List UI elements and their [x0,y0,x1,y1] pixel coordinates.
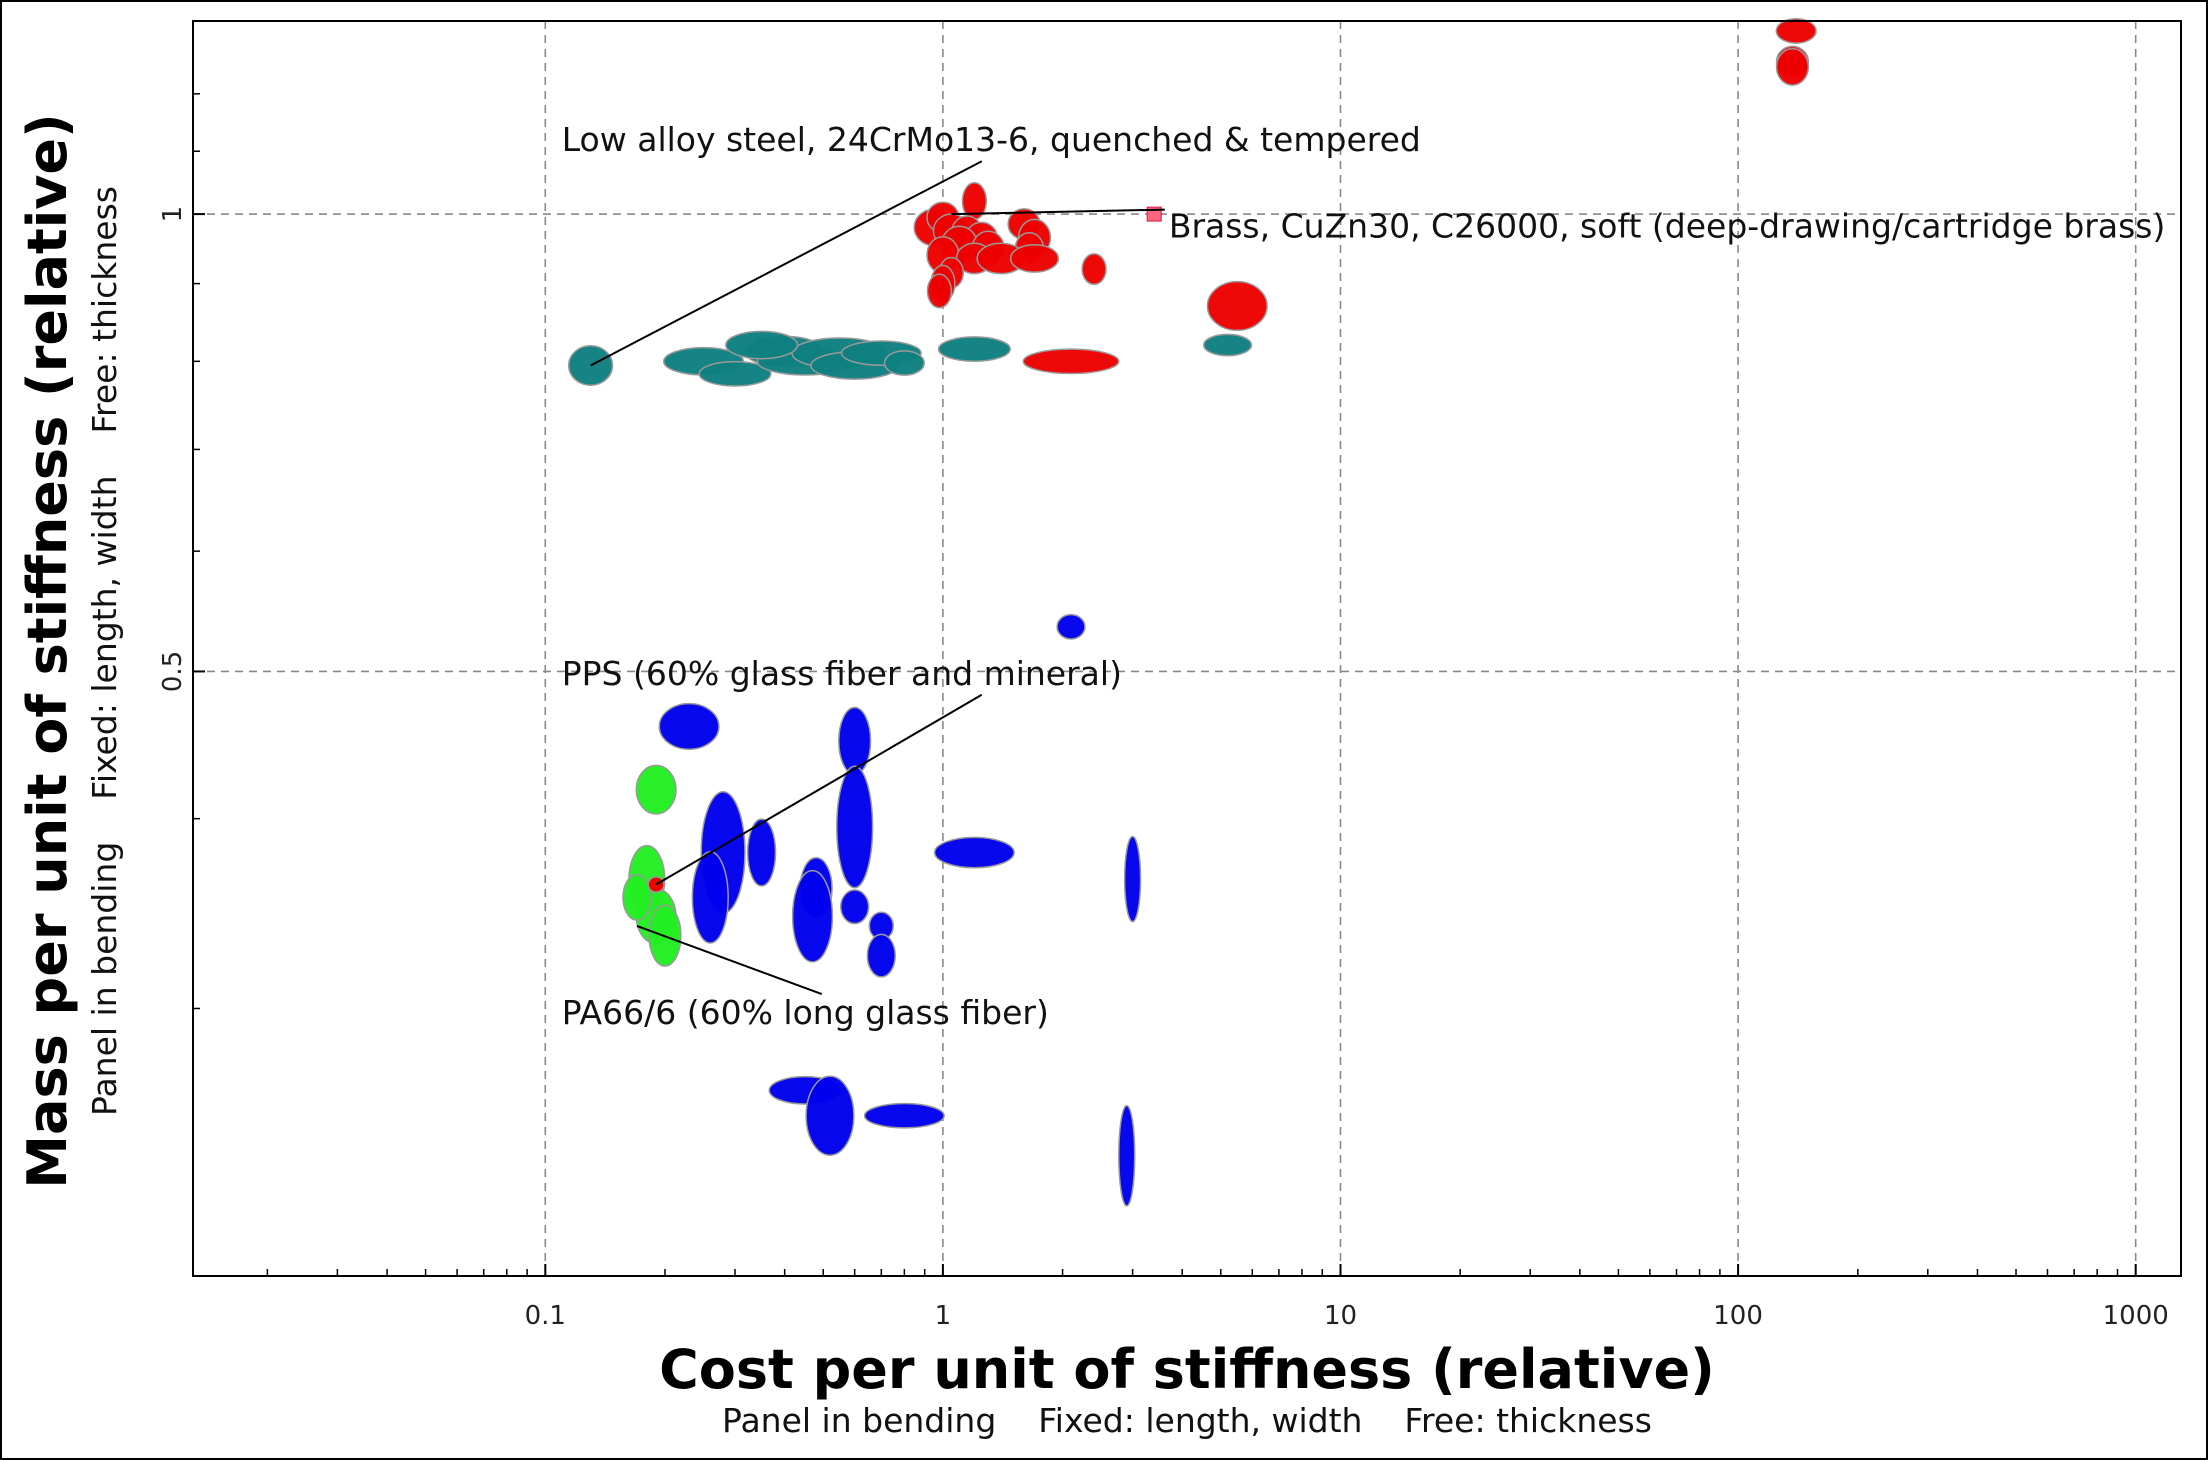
data-point-blue [746,818,777,887]
x-axis-title: Cost per unit of stiffness (relative) [659,1338,1715,1401]
x-tick-label: 1 [935,1301,952,1331]
data-point-teal [883,350,925,376]
data-point-teal [1202,333,1253,357]
annotation-label: Low alloy steel, 24CrMo13-6, quenched & … [562,120,1421,159]
y-tick-label: 1 [158,206,188,223]
y-axis-ticks: 0.51 [158,93,205,1010]
data-point-blue [1118,1104,1136,1207]
data-point-blue [1056,613,1086,640]
data-point-blue [933,836,1015,869]
plot-area-border [192,20,2182,1277]
x-tick-label: 100 [1713,1301,1763,1331]
x-axis-subtitle: Panel in bending Fixed: length, width Fr… [722,1401,1652,1440]
data-point-blue [866,933,896,978]
data-point-teal [725,330,799,360]
annotation-leader-line [951,208,1165,216]
data-point-red [1081,253,1107,286]
x-tick-label: 10 [1324,1301,1357,1331]
y-axis-title: Mass per unit of stiffness (relative) [16,113,79,1188]
data-point-red [1775,47,1810,86]
data-point-red [1009,244,1060,273]
data-point-blue [658,702,720,750]
annotations: Low alloy steel, 24CrMo13-6, quenched & … [562,120,2166,1032]
data-point-blue [838,706,872,776]
x-axis-ticks: 0.1 1 10 100 1000 [266,1264,2169,1331]
data-point-red [926,273,953,309]
data-point-teal [698,360,772,387]
data-point-red [1775,18,1817,44]
data-marks [567,18,1817,1207]
data-point-blue [836,765,874,889]
annotation-label: Brass, CuZn30, C26000, soft (deep-drawin… [1169,207,2166,246]
data-point-green [635,764,677,815]
annotation-label: PPS (60% glass fiber and mineral) [562,654,1122,693]
data-point-red [1022,348,1120,375]
data-point-blue [1123,835,1142,923]
data-point-blue [863,1102,945,1129]
grid-lines [193,21,2181,1276]
annotation-label: PA66/6 (60% long glass fiber) [562,993,1049,1032]
annotation-leader-line [636,924,823,995]
y-axis-subtitle: Panel in bending Fixed: length, width Fr… [85,186,124,1116]
x-tick-label: 0.1 [525,1301,566,1331]
data-point-blue [691,851,729,944]
x-tick-label: 1000 [2103,1301,2169,1331]
annotation-leader-line [655,693,983,886]
data-point-blue [805,1075,855,1156]
data-point-blue [791,869,834,963]
data-point-red [1206,280,1268,332]
annotation-leader-line [590,160,983,367]
data-point-blue [840,889,870,925]
data-point-teal [937,336,1011,362]
y-tick-label: 0.5 [158,651,188,692]
data-point-green [622,873,652,921]
